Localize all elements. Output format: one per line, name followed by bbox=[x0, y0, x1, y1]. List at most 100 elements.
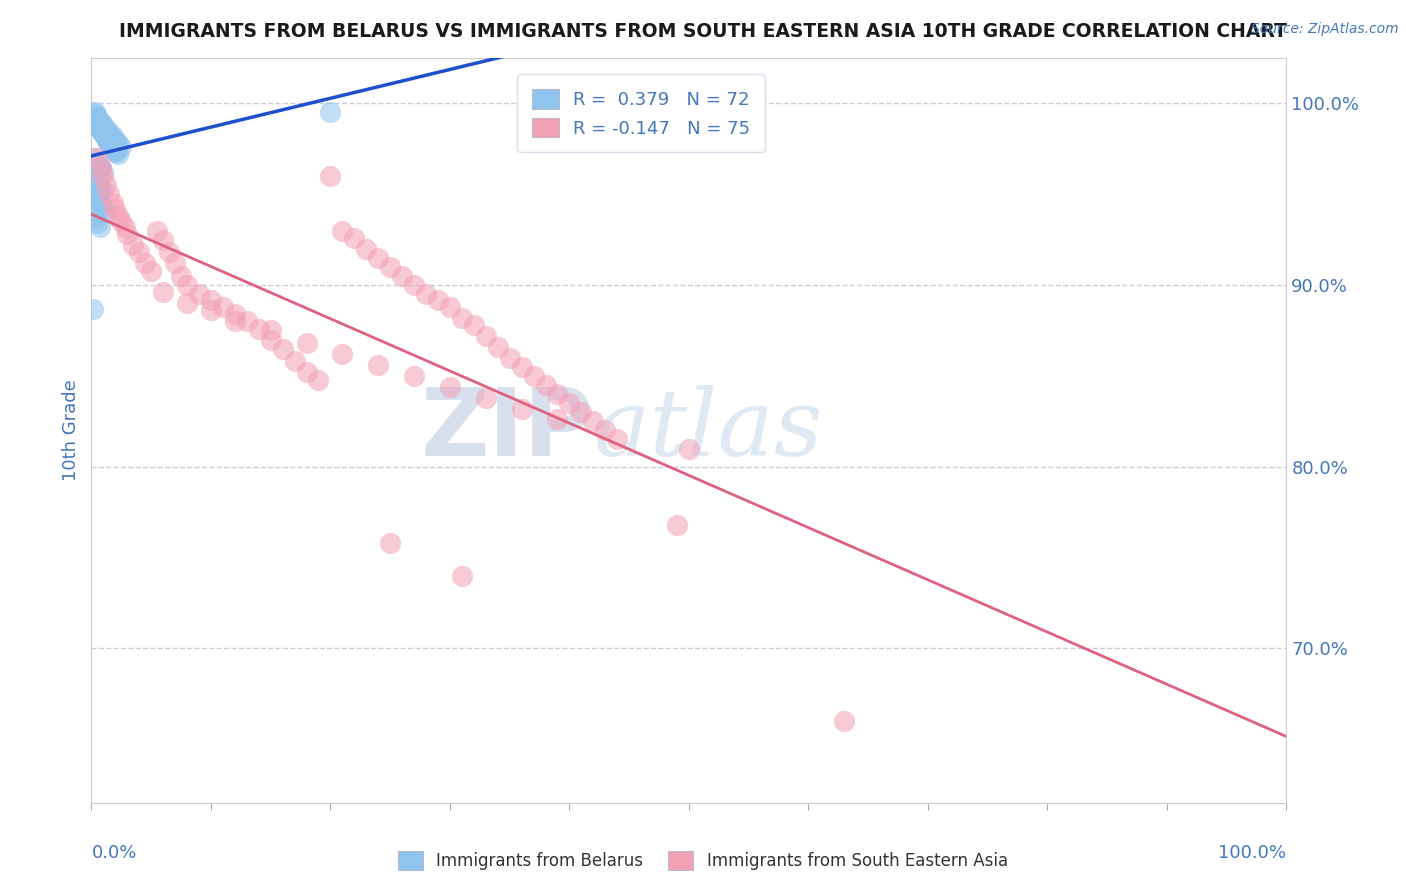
Point bbox=[89, 114, 111, 128]
Point bbox=[101, 196, 124, 211]
Text: IMMIGRANTS FROM BELARUS VS IMMIGRANTS FROM SOUTH EASTERN ASIA 10TH GRADE CORRELA: IMMIGRANTS FROM BELARUS VS IMMIGRANTS FR… bbox=[120, 22, 1286, 41]
Point bbox=[534, 378, 557, 392]
Point bbox=[84, 107, 107, 121]
Point bbox=[354, 242, 377, 256]
Point bbox=[463, 318, 485, 332]
Point bbox=[107, 209, 129, 223]
Point bbox=[84, 154, 107, 169]
Point bbox=[94, 205, 117, 219]
Point bbox=[91, 125, 114, 139]
Point bbox=[105, 145, 128, 160]
Point bbox=[103, 142, 125, 156]
Point bbox=[107, 136, 129, 151]
Point bbox=[90, 121, 112, 136]
Text: ZIP: ZIP bbox=[420, 384, 593, 476]
Point bbox=[415, 287, 437, 301]
Point bbox=[486, 340, 509, 354]
Point bbox=[82, 209, 104, 223]
Point bbox=[404, 278, 426, 293]
Point bbox=[122, 238, 145, 252]
Point bbox=[367, 251, 389, 265]
Point bbox=[271, 342, 294, 356]
Point bbox=[84, 191, 107, 205]
Point bbox=[93, 169, 114, 183]
Point bbox=[89, 121, 111, 136]
Point bbox=[84, 116, 107, 130]
Point bbox=[343, 231, 366, 245]
Point bbox=[86, 118, 108, 132]
Point bbox=[104, 144, 127, 158]
Point bbox=[200, 293, 222, 307]
Point bbox=[100, 138, 122, 153]
Point bbox=[439, 380, 461, 394]
Text: 100.0%: 100.0% bbox=[1219, 844, 1286, 862]
Point bbox=[170, 268, 193, 283]
Point bbox=[474, 329, 498, 343]
Point bbox=[101, 140, 124, 154]
Point bbox=[83, 187, 105, 202]
Point bbox=[84, 111, 107, 125]
Point bbox=[98, 125, 121, 139]
Point bbox=[319, 105, 342, 120]
Point bbox=[450, 310, 472, 325]
Point bbox=[224, 307, 246, 321]
Point bbox=[474, 391, 498, 405]
Point bbox=[84, 172, 107, 186]
Point bbox=[82, 301, 104, 316]
Point bbox=[86, 216, 108, 230]
Point bbox=[332, 347, 354, 361]
Point bbox=[510, 401, 533, 416]
Point bbox=[91, 118, 114, 132]
Point bbox=[84, 114, 107, 128]
Point bbox=[110, 214, 132, 228]
Point bbox=[90, 160, 112, 174]
Legend: R =  0.379   N = 72, R = -0.147   N = 75: R = 0.379 N = 72, R = -0.147 N = 75 bbox=[517, 74, 765, 153]
Point bbox=[107, 147, 129, 161]
Point bbox=[90, 114, 112, 128]
Point bbox=[90, 123, 112, 137]
Point bbox=[523, 368, 546, 383]
Point bbox=[307, 372, 329, 386]
Point bbox=[378, 536, 402, 550]
Point bbox=[90, 198, 112, 212]
Point bbox=[86, 111, 108, 125]
Point bbox=[114, 219, 136, 234]
Point bbox=[593, 423, 616, 437]
Point bbox=[426, 293, 449, 307]
Point bbox=[94, 121, 117, 136]
Point bbox=[96, 125, 118, 139]
Point bbox=[104, 202, 127, 216]
Point bbox=[141, 263, 162, 277]
Point bbox=[367, 358, 389, 372]
Point bbox=[97, 133, 120, 147]
Point bbox=[498, 351, 520, 365]
Point bbox=[332, 223, 354, 237]
Point bbox=[107, 140, 129, 154]
Point bbox=[87, 118, 110, 132]
Point bbox=[100, 140, 122, 154]
Point bbox=[94, 129, 117, 144]
Point bbox=[247, 321, 270, 335]
Point bbox=[666, 517, 689, 532]
Point bbox=[211, 300, 233, 314]
Point bbox=[678, 442, 700, 456]
Point bbox=[83, 151, 105, 165]
Point bbox=[91, 184, 114, 198]
Point bbox=[200, 303, 222, 318]
Point bbox=[146, 223, 169, 237]
Point bbox=[93, 128, 114, 142]
Point bbox=[558, 396, 581, 410]
Point bbox=[176, 296, 198, 310]
Point bbox=[82, 169, 104, 183]
Point bbox=[93, 165, 114, 179]
Point bbox=[84, 114, 107, 128]
Point bbox=[571, 405, 593, 419]
Point bbox=[450, 568, 472, 582]
Point bbox=[93, 125, 114, 139]
Point bbox=[295, 365, 318, 379]
Point bbox=[606, 433, 628, 447]
Point bbox=[93, 121, 115, 136]
Point bbox=[152, 285, 174, 300]
Point bbox=[128, 245, 150, 260]
Point bbox=[101, 133, 124, 147]
